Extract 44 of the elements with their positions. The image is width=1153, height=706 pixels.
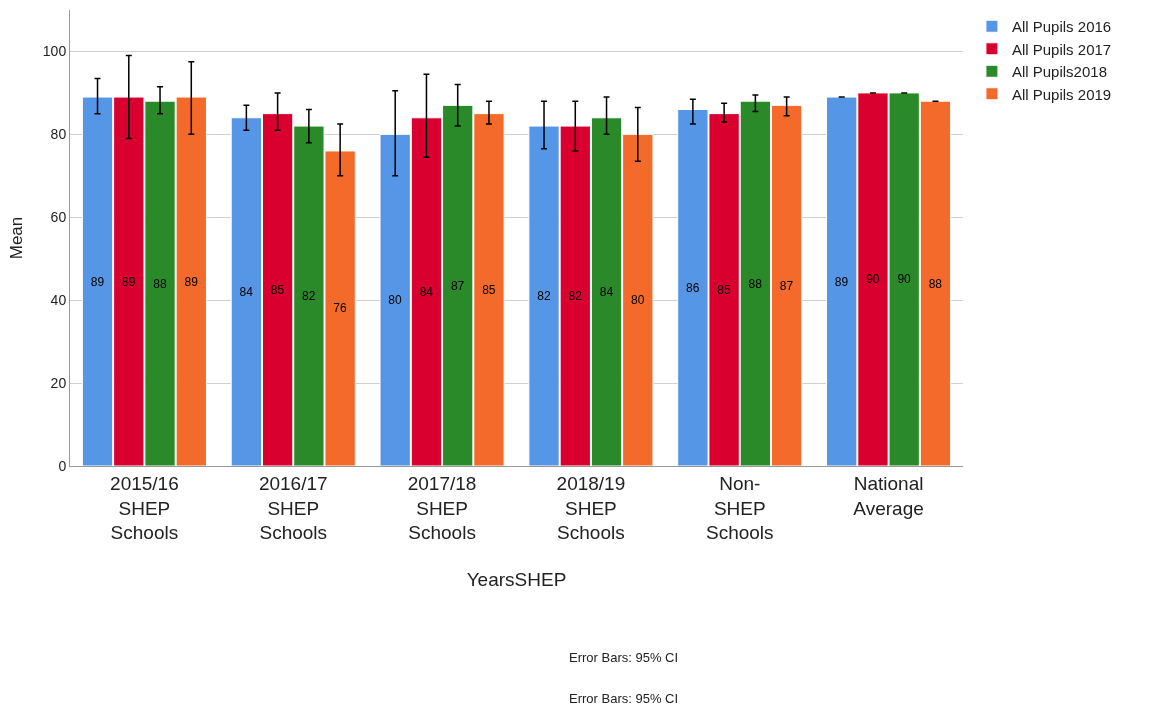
- data-label: 89: [121, 274, 136, 289]
- y-tick-label: 40: [50, 292, 67, 309]
- x-tick-label: National Average: [853, 472, 924, 519]
- legend-label: All Pupils 2016: [1011, 18, 1112, 36]
- text: Error Bars: 95% CI: [569, 691, 679, 706]
- data-label: 89: [184, 274, 199, 289]
- x-tick-label: 2015/16 SHEP Schools: [110, 472, 179, 544]
- data-label: 86: [686, 280, 700, 295]
- data-label: 88: [153, 276, 167, 291]
- data-label: 85: [270, 282, 285, 297]
- x-tick-label: 2018/19 SHEP Schools: [556, 472, 626, 544]
- y-tick-label: 80: [50, 126, 67, 143]
- data-label: 84: [419, 284, 434, 299]
- data-label: 90: [897, 272, 912, 287]
- y-tick-label: 60: [50, 209, 67, 226]
- y-tick-label: 20: [50, 374, 67, 391]
- data-label: 76: [333, 301, 347, 316]
- data-label: 84: [599, 284, 614, 299]
- legend-label: All Pupils 2017: [1011, 40, 1112, 58]
- data-label: 82: [568, 289, 583, 304]
- data-label: 90: [866, 272, 880, 287]
- data-label: 82: [537, 289, 551, 304]
- data-label: 80: [630, 293, 645, 308]
- data-label: 80: [388, 293, 403, 308]
- text: Error Bars: 95% CI: [569, 650, 679, 665]
- data-label: 87: [779, 278, 794, 293]
- x-tick-label: 2016/17 SHEP Schools: [258, 472, 328, 544]
- x-axis-title: YearsSHEP: [466, 569, 567, 590]
- data-label: 89: [90, 274, 105, 289]
- data-label: 85: [717, 282, 731, 297]
- y-axis-title: Mean: [7, 216, 27, 260]
- x-tick-label: Non-SHEP Schools: [705, 472, 774, 544]
- data-label: 88: [928, 276, 943, 291]
- y-tick-label: 100: [42, 43, 67, 60]
- data-label: 89: [834, 274, 849, 289]
- data-label: 87: [450, 278, 465, 293]
- x-tick-label: 2017/18 SHEP Schools: [407, 472, 477, 544]
- legend-label: All Pupils 2019: [1011, 85, 1112, 103]
- y-tick-label: 0: [58, 457, 67, 474]
- data-label: 88: [748, 276, 763, 291]
- legend-label: All Pupils2018: [1011, 63, 1107, 81]
- data-label: 85: [482, 282, 496, 297]
- data-label: 84: [239, 284, 254, 299]
- data-label: 82: [302, 289, 316, 304]
